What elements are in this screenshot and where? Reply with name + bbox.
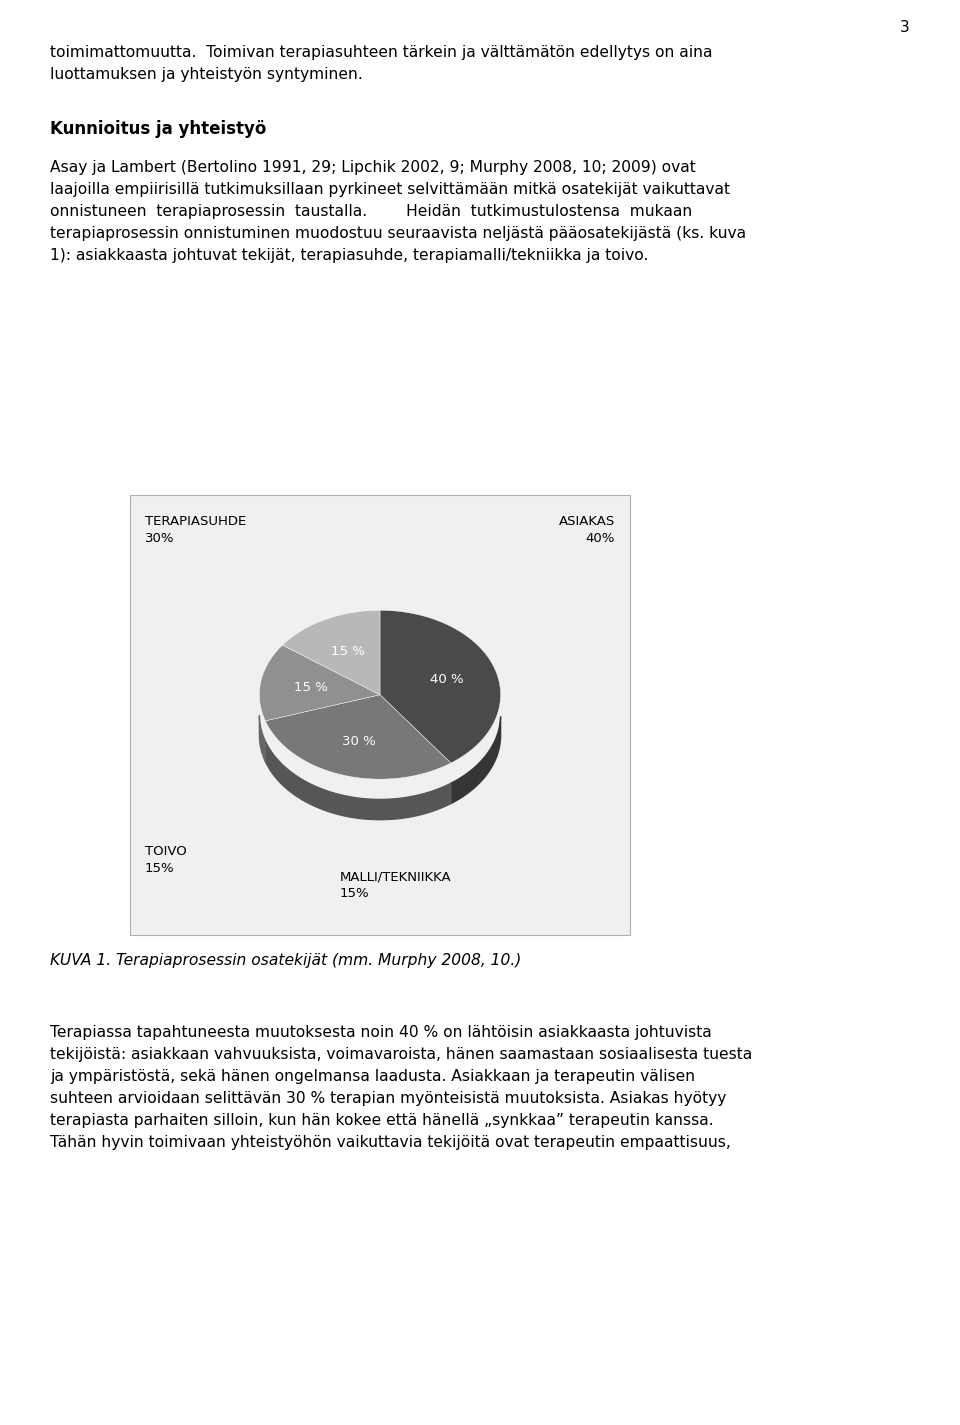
Text: 1): asiakkaasta johtuvat tekijät, terapiasuhde, terapiamalli/tekniikka ja toivo.: 1): asiakkaasta johtuvat tekijät, terapi…: [50, 248, 648, 264]
Text: 15%: 15%: [340, 886, 370, 901]
Text: terapiaprosessin onnistuminen muodostuu seuraavista neljästä pääosatekijästä (ks: terapiaprosessin onnistuminen muodostuu …: [50, 227, 746, 241]
Text: 15 %: 15 %: [294, 681, 328, 694]
Text: TERAPIASUHDE: TERAPIASUHDE: [145, 514, 247, 529]
Polygon shape: [259, 715, 265, 761]
Text: suhteen arvioidaan selittävän 30 % terapian myönteisistä muutoksista. Asiakas hy: suhteen arvioidaan selittävän 30 % terap…: [50, 1092, 727, 1106]
Text: 15 %: 15 %: [331, 644, 365, 657]
Text: Asay ja Lambert (Bertolino 1991, 29; Lipchik 2002, 9; Murphy 2008, 10; 2009) ova: Asay ja Lambert (Bertolino 1991, 29; Lip…: [50, 160, 696, 175]
Text: 3: 3: [900, 20, 910, 36]
Polygon shape: [282, 610, 380, 695]
Text: tekijöistä: asiakkaan vahvuuksista, voimavaroista, hänen saamastaan sosiaalisest: tekijöistä: asiakkaan vahvuuksista, voim…: [50, 1047, 753, 1062]
Text: 15%: 15%: [145, 862, 175, 875]
Text: onnistuneen  terapiaprosessin  taustalla.        Heidän  tutkimustulostensa  muk: onnistuneen terapiaprosessin taustalla. …: [50, 204, 692, 219]
Polygon shape: [380, 610, 500, 762]
Text: terapiasta parhaiten silloin, kun hän kokee että hänellä „synkkaa” terapeutin ka: terapiasta parhaiten silloin, kun hän ko…: [50, 1113, 713, 1129]
Polygon shape: [265, 741, 451, 819]
Text: KUVA 1. Terapiaprosessin osatekijät (mm. Murphy 2008, 10.): KUVA 1. Terapiaprosessin osatekijät (mm.…: [50, 953, 521, 968]
Text: luottamuksen ja yhteistyön syntyminen.: luottamuksen ja yhteistyön syntyminen.: [50, 67, 363, 83]
Text: Terapiassa tapahtuneesta muutoksesta noin 40 % on lähtöisin asiakkaasta johtuvis: Terapiassa tapahtuneesta muutoksesta noi…: [50, 1025, 711, 1040]
Polygon shape: [259, 646, 380, 721]
Text: Kunnioitus ja yhteistyö: Kunnioitus ja yhteistyö: [50, 120, 266, 138]
Polygon shape: [451, 717, 500, 804]
Text: ja ympäristöstä, sekä hänen ongelmansa laadusta. Asiakkaan ja terapeutin välisen: ja ympäristöstä, sekä hänen ongelmansa l…: [50, 1069, 695, 1084]
FancyBboxPatch shape: [130, 494, 630, 935]
Polygon shape: [265, 695, 451, 779]
Text: TOIVO: TOIVO: [145, 845, 187, 858]
Text: Tähän hyvin toimivaan yhteistyöhön vaikuttavia tekijöitä ovat terapeutin empaatt: Tähän hyvin toimivaan yhteistyöhön vaiku…: [50, 1134, 731, 1150]
Text: 40%: 40%: [586, 532, 615, 544]
Text: 30%: 30%: [145, 532, 175, 544]
Text: MALLI/TEKNIIKKA: MALLI/TEKNIIKKA: [340, 871, 451, 884]
Text: 40 %: 40 %: [430, 673, 464, 685]
Text: toimimattomuutta.  Toimivan terapiasuhteen tärkein ja välttämätön edellytys on a: toimimattomuutta. Toimivan terapiasuhtee…: [50, 46, 712, 60]
Text: 30 %: 30 %: [342, 735, 375, 748]
Text: laajoilla empiirisillä tutkimuksillaan pyrkineet selvittämään mitkä osatekijät v: laajoilla empiirisillä tutkimuksillaan p…: [50, 182, 730, 197]
Text: ASIAKAS: ASIAKAS: [559, 514, 615, 529]
